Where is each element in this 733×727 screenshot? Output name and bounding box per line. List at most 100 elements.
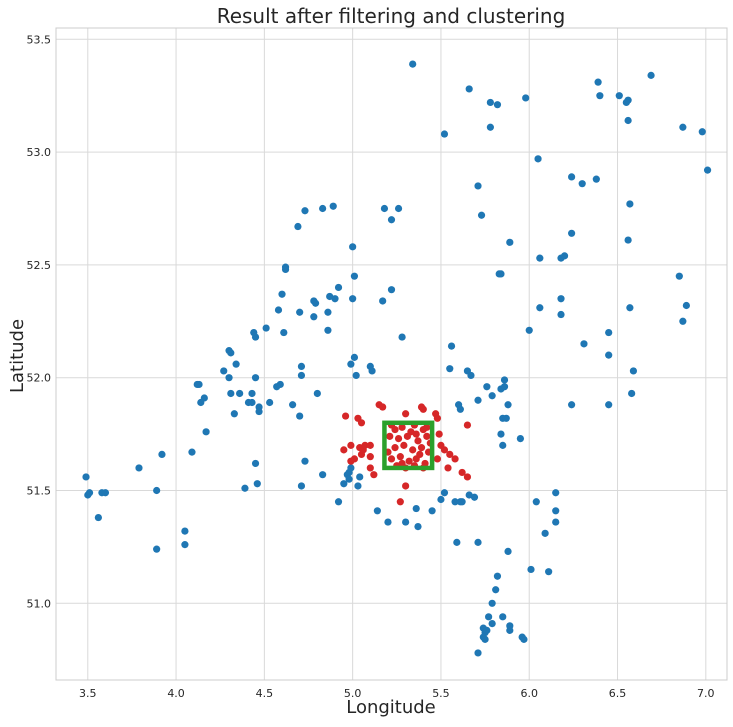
inside-point: [357, 450, 366, 458]
inside-point: [416, 450, 424, 458]
outside-point: [557, 310, 565, 319]
outside-point: [412, 504, 420, 513]
y-tick-label: 51.0: [27, 597, 52, 610]
outside-point: [232, 360, 240, 368]
outside-point: [281, 265, 290, 273]
inside-point: [458, 468, 466, 477]
inside-point: [435, 430, 443, 438]
y-tick-label: 52.0: [27, 372, 52, 385]
outside-point: [197, 398, 205, 407]
outside-point: [301, 457, 309, 465]
outside-point: [545, 568, 553, 576]
outside-point: [248, 389, 256, 398]
x-tick-label: 4.5: [256, 687, 274, 700]
outside-point: [624, 236, 632, 244]
inside-point: [366, 453, 374, 461]
outside-point: [331, 295, 339, 303]
outside-point: [499, 441, 507, 449]
inside-point: [440, 446, 449, 454]
bounding-box: [382, 420, 435, 471]
outside-point: [347, 360, 355, 368]
outside-point: [253, 480, 261, 488]
outside-point: [296, 412, 304, 420]
outside-point: [85, 489, 94, 497]
outside-point: [379, 297, 387, 305]
outside-point: [251, 333, 260, 341]
outside-point: [534, 155, 542, 163]
outside-point: [626, 200, 634, 208]
inside-point: [394, 435, 403, 443]
outside-point: [493, 572, 502, 580]
outside-point: [682, 301, 690, 310]
outside-point: [500, 383, 509, 391]
inside-point: [386, 432, 394, 440]
inside-point: [433, 455, 442, 463]
y-tick-label: 53.5: [27, 33, 52, 46]
outside-point: [552, 489, 560, 497]
outside-point: [230, 410, 238, 418]
outside-point: [615, 92, 623, 100]
outside-point: [181, 527, 189, 535]
outside-point: [334, 498, 343, 506]
outside-point: [255, 407, 263, 416]
outside-point: [506, 238, 514, 246]
outside-point: [227, 389, 235, 398]
outside-point: [345, 475, 353, 483]
outside-point: [236, 389, 244, 398]
inside-point: [463, 421, 472, 429]
outside-point: [347, 464, 355, 472]
outside-point: [536, 254, 544, 262]
outside-point: [451, 498, 459, 506]
outside-point: [350, 272, 359, 280]
outside-point: [474, 182, 482, 190]
inside-point: [391, 425, 399, 434]
inside-point: [446, 450, 454, 458]
x-axis-label: Longitude: [346, 697, 436, 718]
plot-frame: [55, 27, 728, 681]
outside-point: [527, 565, 535, 574]
outside-point: [624, 116, 632, 125]
outside-point: [354, 482, 362, 490]
outside-point: [497, 270, 505, 278]
outside-point: [499, 613, 507, 621]
outside-point: [481, 635, 489, 643]
outside-point: [516, 435, 525, 443]
outside-point: [486, 98, 494, 107]
y-tick-label: 51.5: [27, 484, 52, 497]
inside-point: [417, 444, 426, 452]
outside-point: [398, 333, 406, 341]
outside-point: [301, 207, 309, 215]
x-tick-label: 5.5: [432, 687, 450, 700]
outside-point: [447, 342, 456, 350]
inside-point: [400, 441, 408, 449]
inside-point: [396, 498, 404, 506]
inside-point: [398, 459, 406, 468]
outside-point: [647, 71, 655, 79]
outside-point: [387, 216, 396, 224]
inside-point: [451, 455, 459, 463]
outside-point: [280, 328, 288, 337]
outside-point: [373, 507, 381, 515]
outside-point: [675, 272, 683, 280]
outside-point: [273, 383, 281, 391]
inside-point: [396, 453, 404, 461]
inside-point: [357, 419, 366, 427]
outside-point: [629, 367, 638, 375]
inside-point: [379, 403, 387, 411]
inside-point: [370, 471, 378, 479]
outside-point: [578, 180, 586, 188]
inside-point: [347, 457, 355, 465]
outside-point: [580, 340, 588, 348]
outside-point: [437, 495, 445, 504]
outside-point: [297, 362, 306, 371]
grid-lines: [56, 28, 727, 680]
outside-point: [488, 599, 496, 607]
outside-point: [605, 401, 613, 409]
inside-point: [366, 441, 374, 449]
outside-point: [703, 166, 712, 174]
outside-point: [594, 78, 602, 86]
outside-point: [552, 518, 560, 526]
x-tick-label: 6.0: [520, 687, 538, 700]
